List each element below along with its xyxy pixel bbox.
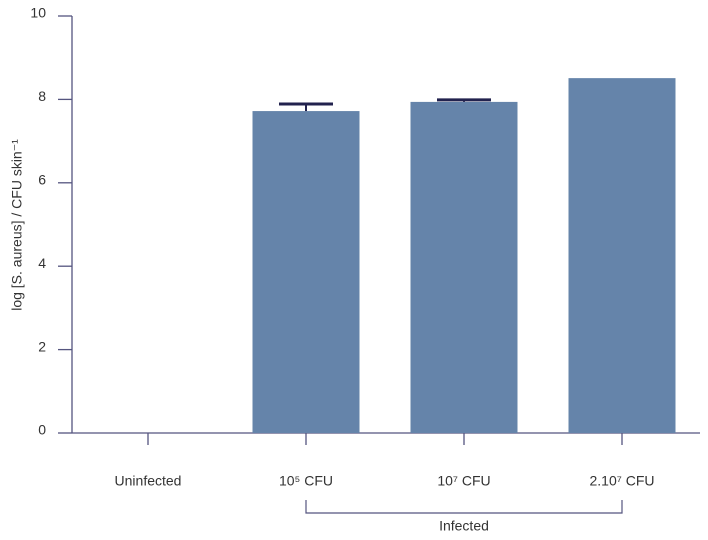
y-tick-label: 0 — [38, 422, 46, 438]
y-tick-label: 4 — [38, 255, 46, 271]
x-tick-label: 2.10⁷ CFU — [590, 473, 655, 489]
y-tick-label: 10 — [30, 5, 46, 21]
bar — [568, 78, 676, 434]
bar — [410, 101, 518, 433]
y-tick-label: 2 — [38, 338, 46, 354]
x-tick-label: 10⁷ CFU — [437, 473, 490, 489]
group-bracket — [305, 500, 623, 514]
y-tick-label: 8 — [38, 88, 46, 104]
group-label: Infected — [439, 518, 489, 534]
x-tick-label: 10⁵ CFU — [279, 473, 333, 489]
bar — [252, 111, 360, 434]
x-tick-label: Uninfected — [115, 473, 182, 489]
y-tick-label: 6 — [38, 172, 46, 188]
y-axis-label: log [S. aureus] / CFU skin⁻¹ — [9, 139, 25, 311]
